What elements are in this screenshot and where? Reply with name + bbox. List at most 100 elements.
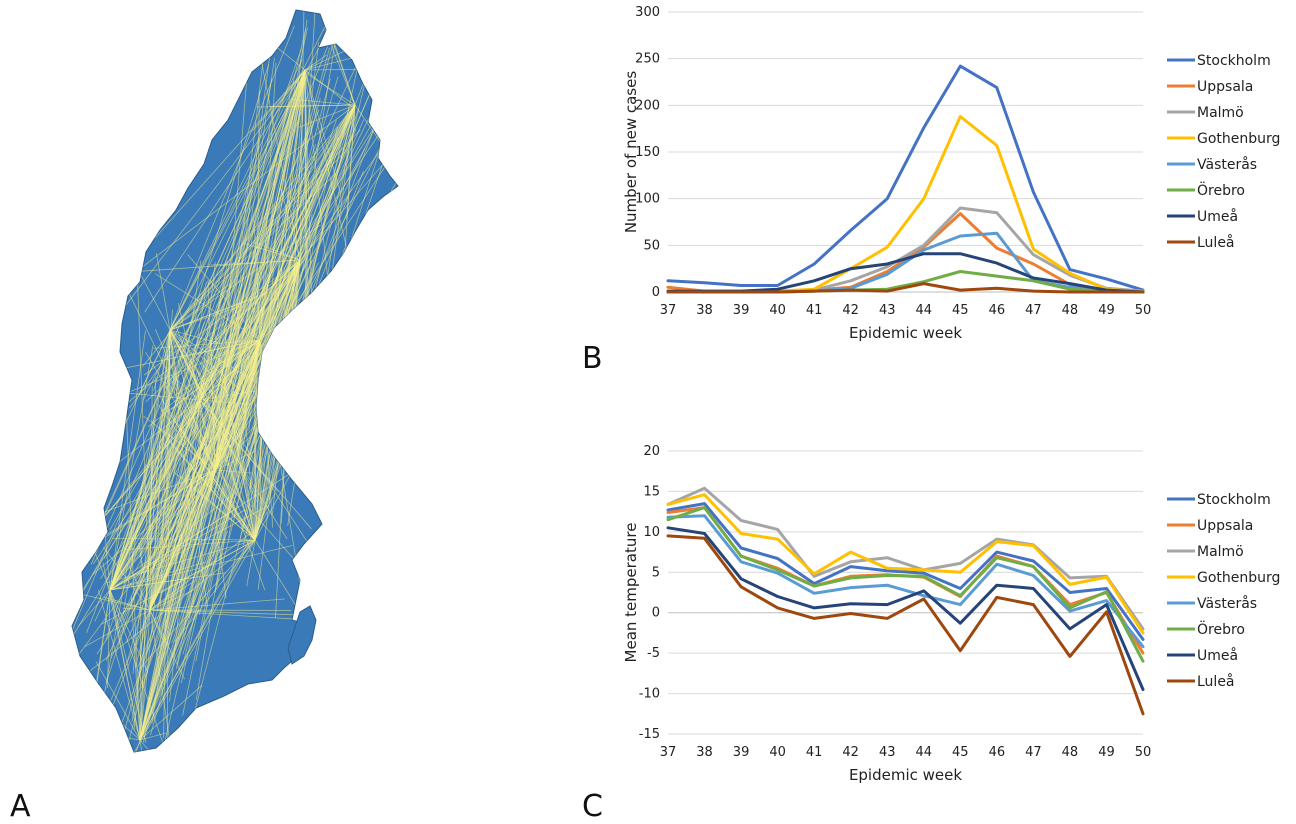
x-tick-label: 46: [989, 303, 1006, 318]
y-tick-label: 50: [643, 238, 660, 253]
x-tick-label: 48: [1062, 745, 1079, 760]
flow-line: [139, 531, 228, 741]
flow-line: [109, 61, 398, 591]
flow-line: [141, 104, 356, 368]
x-tick-label: 50: [1135, 745, 1152, 760]
x-tick-label: 39: [733, 303, 750, 318]
flow-line: [169, 190, 290, 331]
flow-line: [86, 69, 306, 633]
flow-line: [109, 63, 313, 591]
flow-line: [214, 339, 261, 593]
flow-line: [199, 399, 251, 405]
y-tick-label: 0: [652, 285, 660, 300]
y-tick-label: 15: [643, 484, 660, 499]
x-axis-label: Epidemic week: [849, 324, 962, 342]
flow-line: [141, 69, 306, 254]
flow-line: [105, 259, 301, 714]
flow-line: [304, 69, 308, 307]
flow-line: [304, 72, 356, 106]
flow-line: [188, 69, 306, 619]
flow-line: [110, 259, 301, 659]
flow-line: [107, 589, 111, 689]
flow-line: [109, 109, 320, 591]
series-line-stockholm: [666, 64, 1145, 292]
flow-line: [125, 739, 141, 752]
x-tick-label: 38: [696, 745, 713, 760]
x-tick-label: 37: [660, 303, 677, 318]
flow-line: [224, 379, 256, 541]
legend-label: Örebro: [1197, 620, 1245, 638]
flow-line: [239, 539, 256, 543]
x-tick-label: 42: [842, 303, 859, 318]
flow-line: [214, 386, 261, 471]
flow-line: [304, 69, 352, 268]
x-tick-label: 46: [989, 745, 1006, 760]
x-tick-label: 45: [952, 745, 969, 760]
x-tick-label: 43: [879, 303, 896, 318]
flow-line: [169, 25, 295, 331]
x-tick-label: 50: [1135, 303, 1152, 318]
flow-line: [149, 579, 197, 611]
y-tick-label: -15: [639, 727, 660, 742]
flow-line: [139, 739, 178, 752]
legend-label: Umeå: [1197, 208, 1238, 225]
flow-line: [136, 260, 151, 611]
flow-line: [173, 376, 201, 401]
flow-line: [254, 30, 338, 541]
y-tick-label: 100: [635, 192, 660, 207]
panel-letter-b: B: [582, 341, 603, 376]
x-tick-label: 37: [660, 745, 677, 760]
series-line-luleå: [666, 534, 1145, 716]
x-tick-label: 44: [915, 745, 932, 760]
y-tick-label: 0: [652, 606, 660, 621]
flow-line: [90, 69, 306, 565]
flow-line: [109, 135, 398, 591]
y-tick-label: -5: [647, 646, 660, 661]
flow-line: [124, 366, 141, 741]
flow-line: [149, 609, 178, 752]
flow-line: [217, 259, 301, 363]
legend-label: Umeå: [1197, 647, 1238, 664]
flow-line: [139, 47, 330, 741]
legend-label: Uppsala: [1197, 518, 1253, 534]
flow-line: [144, 69, 306, 313]
flow-line: [258, 45, 301, 261]
flow-line: [214, 451, 255, 471]
flow-line: [280, 187, 301, 261]
flow-line: [130, 596, 141, 741]
flow-line: [139, 79, 273, 741]
flow-line: [84, 609, 151, 648]
flow-line: [169, 329, 240, 432]
x-tick-label: 43: [879, 745, 896, 760]
legend-label: Stockholm: [1197, 53, 1271, 69]
flow-line: [139, 76, 339, 741]
y-tick-label: 5: [652, 565, 660, 580]
y-tick-label: 10: [643, 525, 660, 540]
flow-line: [155, 252, 171, 331]
legend-label: Luleå: [1197, 673, 1235, 690]
flow-line: [165, 329, 171, 517]
flow-line: [234, 420, 256, 541]
series-line-luleå: [666, 282, 1145, 294]
map-panel: A: [10, 9, 399, 824]
flow-line: [139, 684, 203, 741]
flow-line: [125, 69, 306, 306]
panel-letter-c: C: [582, 789, 603, 824]
flow-line: [109, 274, 230, 591]
flow-line: [134, 609, 151, 668]
x-tick-label: 49: [1098, 745, 1115, 760]
x-tick-label: 48: [1062, 303, 1079, 318]
flow-line: [214, 128, 357, 471]
flow-line: [214, 57, 275, 471]
flow-line: [169, 329, 221, 344]
flow-line: [199, 135, 392, 401]
x-tick-label: 40: [769, 303, 786, 318]
flow-line: [169, 59, 303, 331]
flow-line: [304, 69, 353, 108]
flow-line: [149, 589, 195, 611]
series-line-gothenburg: [666, 493, 1145, 635]
flow-line: [175, 469, 216, 670]
flow-line: [235, 302, 256, 541]
flow-line: [103, 546, 151, 611]
